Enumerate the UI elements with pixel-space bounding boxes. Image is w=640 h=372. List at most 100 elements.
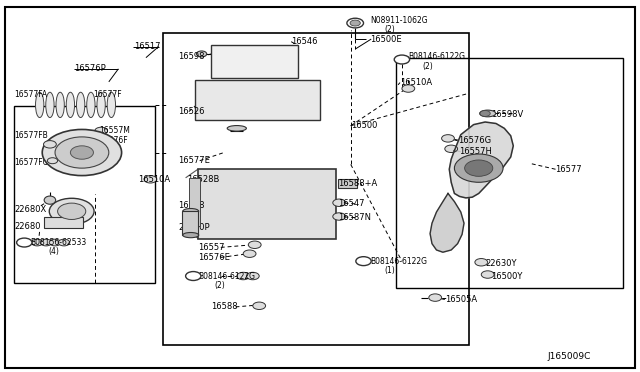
Circle shape <box>44 141 56 148</box>
Circle shape <box>454 154 503 182</box>
Ellipse shape <box>56 92 64 118</box>
Circle shape <box>481 271 494 278</box>
Bar <box>338 179 357 188</box>
Circle shape <box>333 213 346 220</box>
Ellipse shape <box>480 110 496 117</box>
Polygon shape <box>449 122 513 198</box>
Circle shape <box>58 239 70 246</box>
Text: 16588: 16588 <box>211 302 238 311</box>
Bar <box>44 217 83 228</box>
Text: B08156-62533: B08156-62533 <box>31 238 87 247</box>
Text: (1): (1) <box>384 266 395 275</box>
Bar <box>195 80 320 120</box>
Ellipse shape <box>67 92 74 118</box>
Circle shape <box>347 18 364 28</box>
Text: 16517: 16517 <box>134 42 161 51</box>
Text: 16505A: 16505A <box>445 295 477 304</box>
Text: B: B <box>22 240 27 245</box>
Text: N08911-1062G: N08911-1062G <box>370 16 428 25</box>
Text: 16510A: 16510A <box>400 78 432 87</box>
Circle shape <box>49 198 94 224</box>
Text: 16557: 16557 <box>198 243 225 252</box>
Ellipse shape <box>97 92 105 118</box>
Text: B: B <box>361 259 366 264</box>
Bar <box>396 58 623 288</box>
Text: 16577FA: 16577FA <box>14 90 47 99</box>
Circle shape <box>429 294 442 301</box>
Text: B08146-6122G: B08146-6122G <box>408 52 465 61</box>
Circle shape <box>356 257 371 266</box>
Circle shape <box>333 199 346 206</box>
Text: 22370P: 22370P <box>178 223 209 232</box>
Ellipse shape <box>77 92 84 118</box>
Circle shape <box>248 241 261 248</box>
Bar <box>189 178 200 226</box>
Text: 16528B: 16528B <box>188 175 220 184</box>
Bar <box>211 45 298 78</box>
Text: B: B <box>399 57 404 62</box>
Text: N: N <box>353 20 358 26</box>
Text: 16577FB: 16577FB <box>14 131 48 140</box>
Circle shape <box>93 136 106 143</box>
Polygon shape <box>430 193 464 252</box>
Text: J165009C: J165009C <box>547 352 591 361</box>
Bar <box>198 169 336 239</box>
Circle shape <box>442 135 454 142</box>
Circle shape <box>70 146 93 159</box>
Text: 16587N: 16587N <box>338 213 371 222</box>
Text: 16577F: 16577F <box>93 90 122 99</box>
Text: 16500Y: 16500Y <box>492 272 523 280</box>
Text: 16588+A: 16588+A <box>338 179 377 187</box>
Text: 22680X: 22680X <box>14 205 46 214</box>
Circle shape <box>58 203 86 219</box>
Circle shape <box>47 158 58 164</box>
Circle shape <box>465 160 493 176</box>
Ellipse shape <box>44 196 56 204</box>
Circle shape <box>246 272 259 280</box>
Text: 16526: 16526 <box>178 107 204 116</box>
Text: B: B <box>191 273 196 279</box>
Ellipse shape <box>183 208 198 214</box>
Text: 22680: 22680 <box>14 222 40 231</box>
Text: 16528: 16528 <box>178 201 204 210</box>
Circle shape <box>445 145 458 153</box>
Text: 22630Y: 22630Y <box>485 259 516 268</box>
Ellipse shape <box>46 92 54 118</box>
Text: 16500E: 16500E <box>370 35 401 44</box>
Text: 16598: 16598 <box>178 52 204 61</box>
Circle shape <box>253 302 266 310</box>
Circle shape <box>55 137 109 168</box>
Circle shape <box>243 250 256 257</box>
Circle shape <box>394 55 410 64</box>
Circle shape <box>49 239 61 246</box>
Circle shape <box>17 238 32 247</box>
Circle shape <box>475 259 488 266</box>
Text: 16576F: 16576F <box>99 136 128 145</box>
Text: 16547: 16547 <box>338 199 364 208</box>
Circle shape <box>42 129 122 176</box>
Text: 16598V: 16598V <box>492 110 524 119</box>
Bar <box>14 106 155 283</box>
Circle shape <box>40 239 52 246</box>
Text: 16546: 16546 <box>291 37 317 46</box>
Text: B08146-6122G: B08146-6122G <box>370 257 427 266</box>
Circle shape <box>31 239 43 246</box>
Text: 16576P: 16576P <box>74 64 106 73</box>
Circle shape <box>350 20 360 26</box>
Text: 16576G: 16576G <box>458 136 491 145</box>
Text: 16576E: 16576E <box>198 253 230 262</box>
Ellipse shape <box>227 126 246 131</box>
Circle shape <box>480 110 490 116</box>
Ellipse shape <box>183 232 198 238</box>
Circle shape <box>237 272 250 280</box>
Text: 16510A: 16510A <box>138 175 170 184</box>
Text: 16557H: 16557H <box>460 147 492 156</box>
Circle shape <box>95 127 108 135</box>
Text: 16577: 16577 <box>556 165 582 174</box>
Text: (4): (4) <box>48 247 59 256</box>
Text: B08146-6122G: B08146-6122G <box>198 272 255 280</box>
Ellipse shape <box>87 92 95 118</box>
Text: 16557M: 16557M <box>99 126 130 135</box>
Circle shape <box>196 51 207 57</box>
Bar <box>182 211 198 235</box>
